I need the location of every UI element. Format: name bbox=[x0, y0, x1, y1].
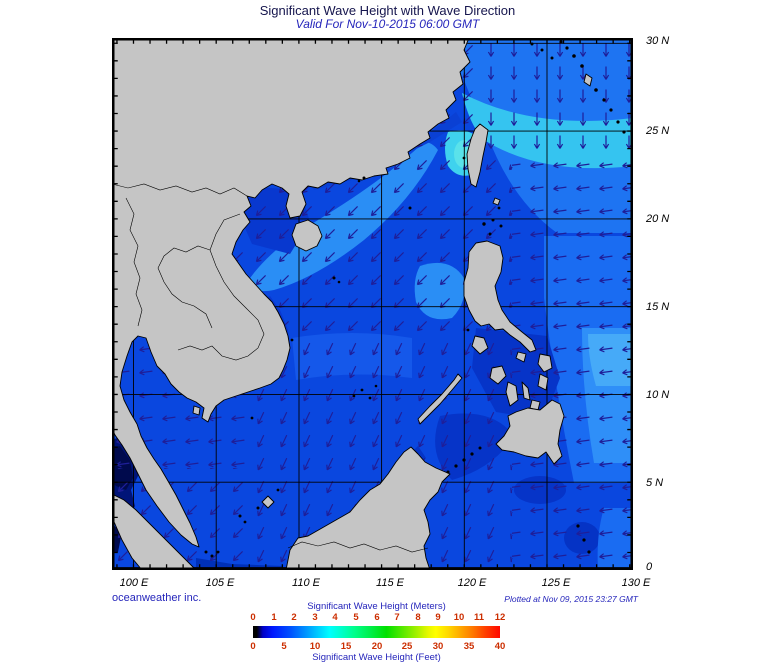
luzon-island bbox=[463, 240, 537, 353]
land-layer bbox=[112, 38, 593, 570]
colorbar-meters-tick: 5 bbox=[353, 612, 359, 623]
palawan-island bbox=[417, 373, 463, 425]
plotted-timestamp: Plotted at Nov 09, 2015 23:27 GMT bbox=[504, 594, 638, 604]
lon-label-105e: 105 E bbox=[205, 577, 235, 589]
colorbar-meters-tick: 8 bbox=[415, 612, 421, 623]
colorbar-meters-tick: 6 bbox=[374, 612, 380, 623]
colorbar-meters-tick: 3 bbox=[312, 612, 318, 623]
oceanweather-credit: oceanweather inc. bbox=[112, 592, 202, 604]
lon-label-115e: 115 E bbox=[376, 577, 404, 589]
colorbar-feet-tick: 25 bbox=[401, 641, 413, 652]
colorbar-meters-tick: 1 bbox=[271, 612, 277, 623]
lon-label-130e: 130 E bbox=[621, 577, 651, 589]
colorbar-meters-tick: 7 bbox=[394, 612, 400, 623]
borneo-island bbox=[285, 446, 451, 570]
colorbar-feet-tick: 35 bbox=[463, 641, 475, 652]
colorbar-meters-tick: 12 bbox=[494, 612, 506, 623]
lat-label-10n: 10 N bbox=[646, 389, 670, 401]
colorbar-feet-title: Significant Wave Height (Feet) bbox=[312, 652, 441, 663]
colorbar-feet-tick: 20 bbox=[371, 641, 383, 652]
colorbar-feet-tick: 30 bbox=[432, 641, 444, 652]
hainan-island bbox=[291, 219, 323, 252]
colorbar-meters-tick: 0 bbox=[250, 612, 256, 623]
batan-island bbox=[492, 197, 501, 206]
colorbar-meters-tick: 10 bbox=[453, 612, 465, 623]
colorbar-meters-title: Significant Wave Height (Meters) bbox=[307, 601, 446, 612]
taiwan-island bbox=[466, 123, 489, 188]
colorbar-feet-tick: 40 bbox=[494, 641, 506, 652]
asia-mainland bbox=[112, 38, 471, 548]
lat-label-5n: 5 N bbox=[646, 477, 664, 489]
colorbar-meters-tick: 11 bbox=[473, 612, 485, 623]
colorbar-meters-tick: 4 bbox=[332, 612, 338, 623]
small-islands-layer bbox=[204, 40, 626, 558]
valid-time-subtitle: Valid For Nov-10-2015 06:00 GMT bbox=[295, 17, 480, 31]
lon-label-110e: 110 E bbox=[292, 577, 320, 589]
colorbar-feet-tick: 0 bbox=[250, 641, 256, 652]
negros-island bbox=[505, 381, 519, 407]
page-title: Significant Wave Height with Wave Direct… bbox=[259, 3, 516, 18]
samar-island bbox=[537, 353, 553, 373]
colorbar-feet-tick: 15 bbox=[340, 641, 352, 652]
leyte-island bbox=[537, 373, 549, 391]
colorbar-meters-tick: 2 bbox=[291, 612, 297, 623]
phu-quoc-island bbox=[192, 405, 201, 416]
lon-label-120e: 120 E bbox=[457, 577, 487, 589]
mindoro-island bbox=[471, 335, 489, 355]
lat-label-20n: 20 N bbox=[646, 213, 670, 225]
lat-label-25n: 25 N bbox=[646, 125, 670, 137]
mindanao-island bbox=[495, 399, 565, 465]
lon-label-125e: 125 E bbox=[541, 577, 571, 589]
lat-label-15n: 15 N bbox=[646, 301, 670, 313]
country-border-layer bbox=[112, 183, 429, 553]
colorbar-feet-tick: 10 bbox=[309, 641, 321, 652]
wave-height-colorbar bbox=[253, 626, 500, 638]
lon-label-100e: 100 E bbox=[119, 577, 149, 589]
lat-label-30n: 30 N bbox=[646, 35, 670, 47]
natuna-island bbox=[261, 495, 275, 509]
map-frame bbox=[112, 38, 633, 570]
colorbar-feet-tick: 5 bbox=[281, 641, 287, 652]
lat-label-0: 0 bbox=[646, 561, 653, 573]
wave-height-map bbox=[112, 38, 633, 570]
masbate-island bbox=[515, 351, 527, 363]
colorbar-meters-tick: 9 bbox=[435, 612, 441, 623]
amami-island bbox=[583, 73, 593, 87]
cebu-island bbox=[521, 381, 531, 401]
panay-island bbox=[489, 365, 507, 385]
